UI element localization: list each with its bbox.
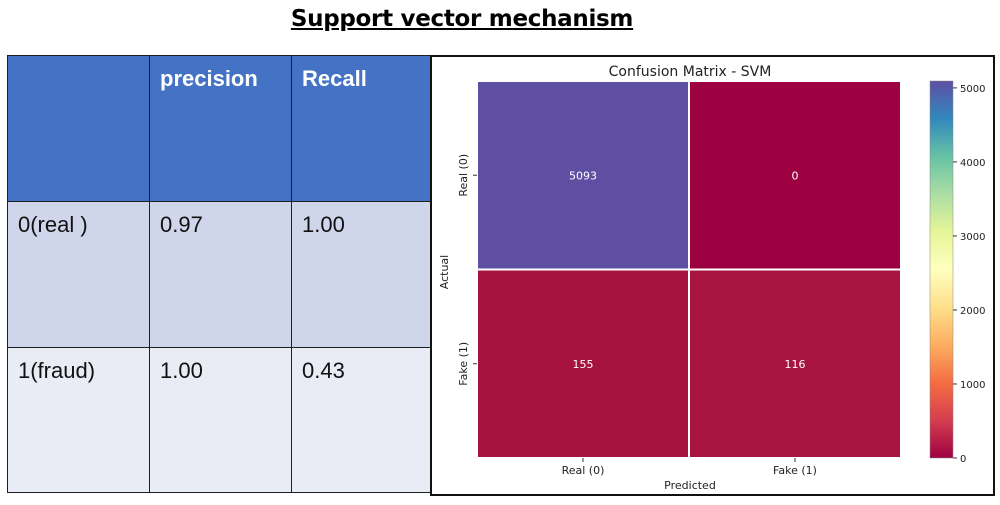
- table-cell: 1(fraud): [7, 347, 150, 493]
- table-header-cell: precision: [149, 55, 292, 202]
- table-cell: 0(real ): [7, 201, 150, 348]
- y-axis-label: Actual: [438, 255, 451, 289]
- axis-ticks: Real (0) Fake (1) Real (0) Fake (1): [457, 154, 817, 477]
- colorbar-tick-label: 4000: [960, 158, 985, 169]
- colorbar-tick-label: 1000: [960, 380, 985, 391]
- cell-value-label: 155: [573, 358, 594, 371]
- table-row: 0(real ) 0.97 1.00: [7, 201, 433, 348]
- colorbar-tick-label: 0: [960, 454, 966, 465]
- table-header-row: precision Recall: [7, 55, 433, 202]
- x-tick-label: Real (0): [562, 464, 605, 477]
- cell-value-label: 5093: [569, 169, 597, 182]
- colorbar-tick-label: 3000: [960, 232, 985, 243]
- y-tick-label: Real (0): [457, 154, 470, 197]
- table-cell: 0.97: [149, 201, 292, 348]
- cell-value-label: 0: [792, 169, 799, 182]
- page-title: Support vector mechanism: [290, 6, 634, 32]
- colorbar-ticks: 0 1000 2000 3000 4000 5000: [953, 84, 985, 465]
- colorbar-tick-label: 2000: [960, 306, 985, 317]
- table-cell: 1.00: [149, 347, 292, 493]
- heatmap-cells: 5093 0 155 116: [476, 80, 902, 459]
- confusion-matrix-chart: Confusion Matrix - SVM Predicted Actual …: [430, 55, 995, 496]
- cell-value-label: 116: [785, 358, 806, 371]
- heatmap-cell: [476, 80, 690, 271]
- colorbar: [929, 80, 954, 459]
- x-tick-label: Fake (1): [773, 464, 817, 477]
- heatmap-cell: [688, 80, 902, 271]
- table-header-cell: Recall: [291, 55, 433, 202]
- chart-svg: Confusion Matrix - SVM Predicted Actual …: [438, 64, 985, 492]
- colorbar-tick-label: 5000: [960, 84, 985, 95]
- x-axis-label: Predicted: [664, 479, 716, 492]
- metrics-table: precision Recall 0(real ) 0.97 1.00 1(fr…: [7, 55, 433, 493]
- table-row: 1(fraud) 1.00 0.43: [7, 347, 433, 493]
- table-cell: 1.00: [291, 201, 433, 348]
- chart-title: Confusion Matrix - SVM: [609, 64, 772, 80]
- y-tick-label: Fake (1): [457, 342, 470, 386]
- table-cell: 0.43: [291, 347, 433, 493]
- table-header-cell: [7, 55, 150, 202]
- heatmap-cell: [476, 268, 690, 459]
- heatmap-cell: [688, 268, 902, 459]
